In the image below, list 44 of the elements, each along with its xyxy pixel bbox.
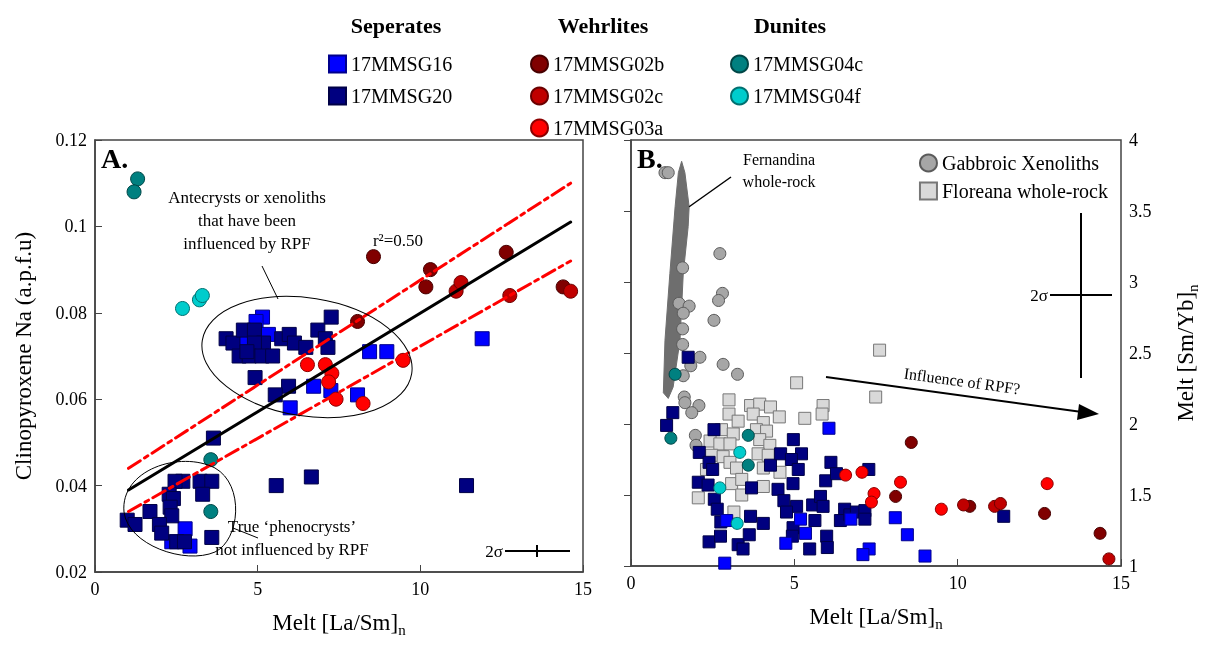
x-tick-label: 10 — [948, 573, 967, 593]
x-tick-label: 15 — [574, 579, 592, 599]
annotation: 2σ — [485, 541, 503, 561]
y-axis-title: Melt [Sm/Yb]n — [1173, 283, 1201, 422]
x-tick-label: 5 — [789, 573, 799, 593]
y-tick-label: 0.04 — [55, 475, 87, 496]
x-tick-label: 10 — [411, 579, 430, 599]
x-tick-label: 5 — [253, 579, 263, 599]
chart-title: A. — [101, 142, 129, 174]
text: Seperates — [350, 12, 442, 38]
x-tick-label: 0 — [626, 573, 636, 593]
legend-label: 17MMSG20 — [351, 85, 453, 107]
legend-label: 17MMSG04c — [753, 53, 864, 75]
y-tick-label: 3.5 — [1129, 201, 1152, 221]
y-tick-label: 1 — [1129, 556, 1138, 576]
y-tick-label: 0.12 — [55, 130, 87, 150]
y-tick-label: 4 — [1129, 130, 1138, 150]
legend-label: Gabbroic Xenoliths — [941, 152, 1100, 174]
legend-label: 17MMSG04f — [753, 85, 862, 107]
y-tick-label: 2 — [1129, 414, 1138, 434]
legend-label: 17MMSG03a — [553, 117, 664, 139]
annotation: r²=0.50 — [372, 230, 424, 250]
y-axis-title: Clinopyroxene Na (a.p.f.u) — [11, 231, 36, 481]
chart-title: B. — [637, 142, 663, 174]
legend-label: Floreana whole-rock — [941, 180, 1108, 202]
legend-label: 17MMSG02b — [553, 53, 665, 75]
y-tick-label: 1.5 — [1129, 485, 1152, 505]
text: Dunites — [753, 12, 827, 38]
y-tick-label: 0.06 — [55, 389, 87, 410]
legend-label: 17MMSG16 — [351, 53, 453, 75]
legend-label: 17MMSG02c — [553, 85, 664, 107]
y-tick-label: 3 — [1129, 272, 1138, 292]
annotation: Fernandina whole-rock — [742, 150, 816, 190]
y-tick-label: 0.08 — [55, 302, 87, 323]
annotation: 2σ — [1030, 285, 1048, 305]
y-tick-label: 0.02 — [55, 562, 87, 582]
y-tick-label: 0.1 — [64, 216, 87, 237]
annotation: True ‘phenocrysts’ not influenced by RPF — [215, 517, 369, 559]
text: Wehrlites — [557, 12, 649, 38]
annotation: Influence of RPF? — [902, 364, 1022, 398]
x-tick-label: 15 — [1112, 573, 1130, 593]
y-tick-label: 2.5 — [1129, 343, 1152, 363]
annotation: Antecrysts or xenoliths that have been influenced by RPF — [168, 187, 326, 253]
x-tick-label: 0 — [90, 579, 100, 599]
